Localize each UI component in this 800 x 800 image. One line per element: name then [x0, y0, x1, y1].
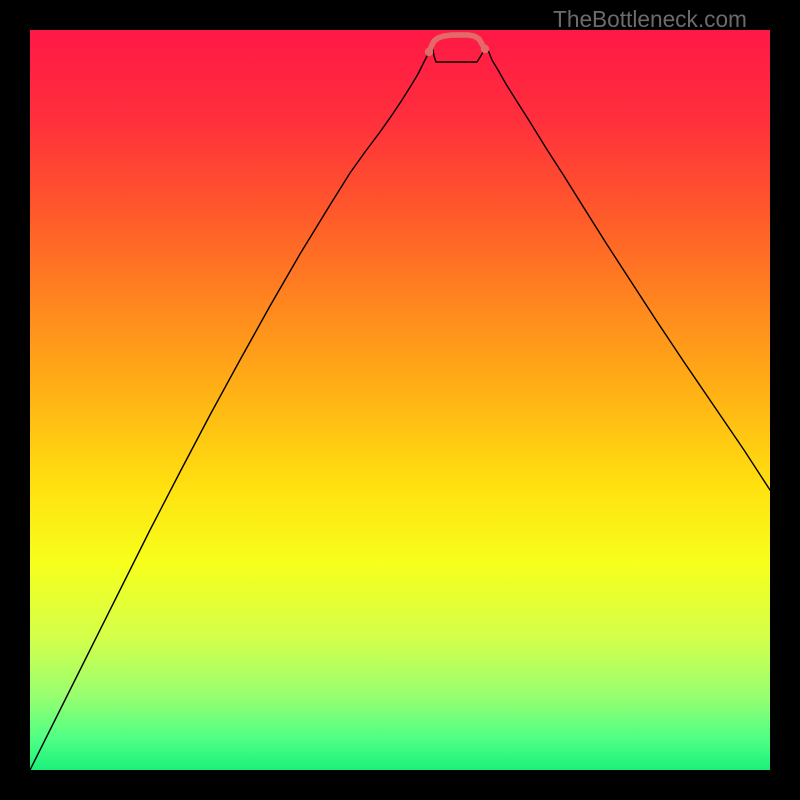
watermark-label: TheBottleneck.com: [553, 6, 747, 33]
endpoint-marker: [425, 48, 433, 56]
optimal-range-band: [429, 35, 485, 52]
curve-layer: [30, 30, 770, 770]
endpoint-marker: [481, 45, 489, 53]
bottleneck-curve: [30, 45, 770, 770]
plot-area: [30, 30, 770, 770]
optimal-range-endpoints: [425, 45, 489, 56]
